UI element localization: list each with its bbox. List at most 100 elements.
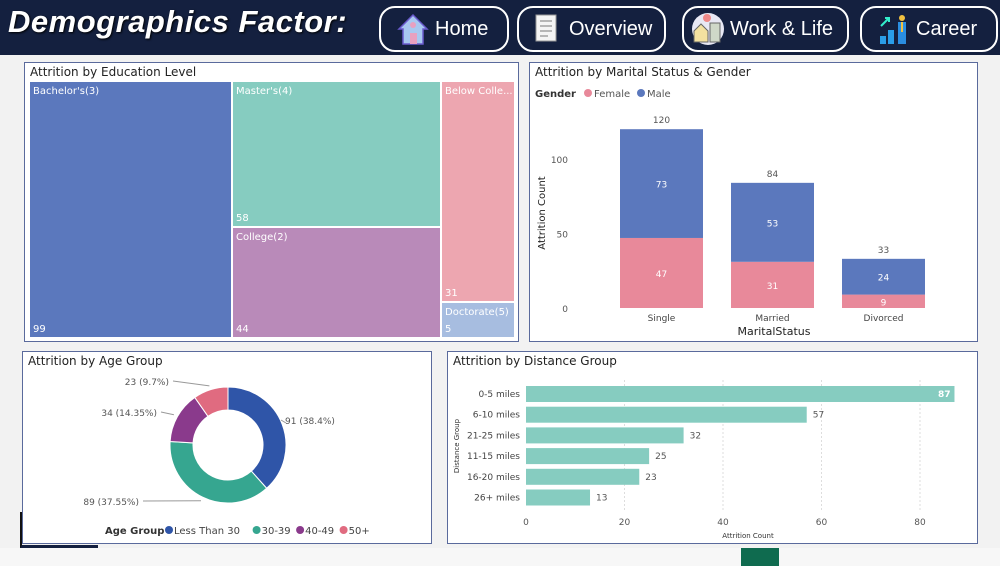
slice-label: 23 (9.7%) (125, 378, 169, 388)
data-label: 73 (656, 181, 667, 191)
y-tick-label: 6-10 miles (473, 411, 521, 421)
x-tick-label: 80 (914, 518, 926, 528)
tile-label: Below Colle... (445, 86, 513, 97)
legend-marker (637, 89, 645, 97)
chart-title: Attrition by Distance Group (453, 354, 617, 368)
data-label: 31 (767, 282, 778, 292)
page-corner-decoration (20, 512, 98, 548)
treemap-tile[interactable]: Doctorate(5) 5 (441, 302, 515, 338)
tile-value: 99 (33, 324, 46, 335)
legend-label[interactable]: 40-49 (305, 526, 334, 537)
treemap-tile[interactable]: College(2) 44 (232, 227, 441, 338)
chart-title: Attrition by Age Group (28, 354, 163, 368)
x-axis-title: Attrition Count (722, 532, 774, 540)
tile-value: 5 (445, 324, 452, 335)
bar[interactable] (526, 406, 807, 423)
legend-marker (165, 526, 173, 534)
bar[interactable] (526, 489, 591, 506)
legend-label[interactable]: Male (647, 89, 671, 100)
bar-segment-female[interactable] (842, 294, 925, 308)
slice-label: 34 (14.35%) (101, 409, 157, 419)
nav-label: Home (435, 17, 489, 40)
data-label: 13 (596, 494, 607, 504)
bar-segment-female[interactable] (620, 237, 703, 308)
page-title: Demographics Factor: (8, 4, 348, 39)
legend-marker (584, 89, 592, 97)
legend-label[interactable]: Less Than 30 (174, 526, 240, 537)
bar-segment-male[interactable] (731, 182, 814, 262)
chart-title: Attrition by Marital Status & Gender (535, 65, 751, 79)
bar[interactable] (526, 448, 650, 465)
y-tick-label: 50 (557, 231, 569, 241)
nav-label: Overview (569, 17, 653, 40)
slice-label: 89 (37.55%) (83, 498, 139, 508)
tile-label: College(2) (236, 232, 288, 243)
data-label: 47 (656, 270, 667, 280)
data-label: 23 (645, 473, 656, 483)
donut-slice[interactable] (194, 386, 229, 418)
donut-slice[interactable] (169, 441, 268, 504)
work-life-icon (690, 11, 726, 47)
house-icon (395, 11, 431, 47)
nav-work-life-button[interactable]: Work & Life (682, 6, 849, 52)
legend-marker (296, 526, 305, 534)
nav-label: Career (916, 17, 978, 40)
document-icon (529, 11, 565, 47)
bar-segment-male[interactable] (620, 129, 703, 238)
treemap-tile[interactable]: Master's(4) 58 (232, 81, 441, 227)
nav-label: Work & Life (730, 17, 833, 40)
leader-line (172, 380, 210, 387)
y-tick-label: 16-20 miles (467, 473, 520, 483)
active-page-tab[interactable] (741, 548, 779, 566)
education-treemap-panel: Attrition by Education Level Bachelor's(… (24, 62, 519, 342)
nav-home-button[interactable]: Home (379, 6, 509, 52)
treemap-tile[interactable]: Bachelor's(3) 99 (29, 81, 232, 338)
y-tick-label: 11-15 miles (467, 452, 520, 462)
bar-segment-female[interactable] (731, 261, 814, 308)
y-tick-label: 0-5 miles (478, 390, 520, 400)
nav-career-button[interactable]: Career (860, 6, 998, 52)
y-tick-label: 0 (562, 305, 568, 315)
tile-value: 44 (236, 324, 249, 335)
y-tick-label: 26+ miles (474, 494, 520, 504)
x-tick-label: 0 (523, 518, 529, 528)
chart-title: Attrition by Education Level (30, 65, 197, 79)
data-label: 24 (878, 274, 890, 284)
data-label: 9 (881, 298, 887, 308)
tile-label: Bachelor's(3) (33, 86, 100, 97)
x-tick-label: 20 (619, 518, 631, 528)
tile-value: 58 (236, 213, 249, 224)
bar[interactable] (526, 427, 684, 444)
age-group-chart-panel: Attrition by Age Group 91 (38.4%) 89 (37.… (22, 351, 432, 544)
header-bar: Demographics Factor: Home Overview Work … (0, 0, 1000, 55)
y-tick-label: 100 (551, 156, 568, 166)
bar-segment-male[interactable] (842, 258, 925, 295)
legend-label[interactable]: 50+ (349, 526, 370, 537)
tile-label: Doctorate(5) (445, 307, 509, 318)
legend-title: Gender (535, 89, 576, 100)
page-tab-strip (0, 548, 1000, 566)
bar[interactable] (526, 386, 955, 402)
total-label: 84 (767, 170, 779, 180)
legend-marker (339, 526, 348, 534)
leader-line (280, 419, 287, 424)
marital-gender-chart-panel: Attrition by Marital Status & Gender Gen… (529, 62, 978, 342)
total-label: 33 (878, 246, 889, 256)
bar[interactable] (526, 468, 640, 485)
x-axis-title: MaritalStatus (738, 325, 811, 338)
total-label: 120 (653, 116, 670, 126)
donut-slice[interactable] (227, 386, 287, 489)
data-label: 25 (655, 452, 666, 462)
x-tick-label: 60 (816, 518, 828, 528)
legend-marker (252, 526, 261, 534)
tile-value: 31 (445, 288, 458, 299)
tile-label: Master's(4) (236, 86, 293, 97)
nav-overview-button[interactable]: Overview (517, 6, 666, 52)
legend-label[interactable]: 30-39 (262, 526, 291, 537)
data-label: 53 (767, 219, 778, 229)
y-axis-title: Distance Group (453, 418, 461, 473)
y-tick-label: 21-25 miles (467, 431, 520, 441)
legend-label[interactable]: Female (594, 89, 630, 100)
treemap-tile[interactable]: Below Colle... 31 (441, 81, 515, 302)
x-tick-label: Single (648, 314, 676, 324)
